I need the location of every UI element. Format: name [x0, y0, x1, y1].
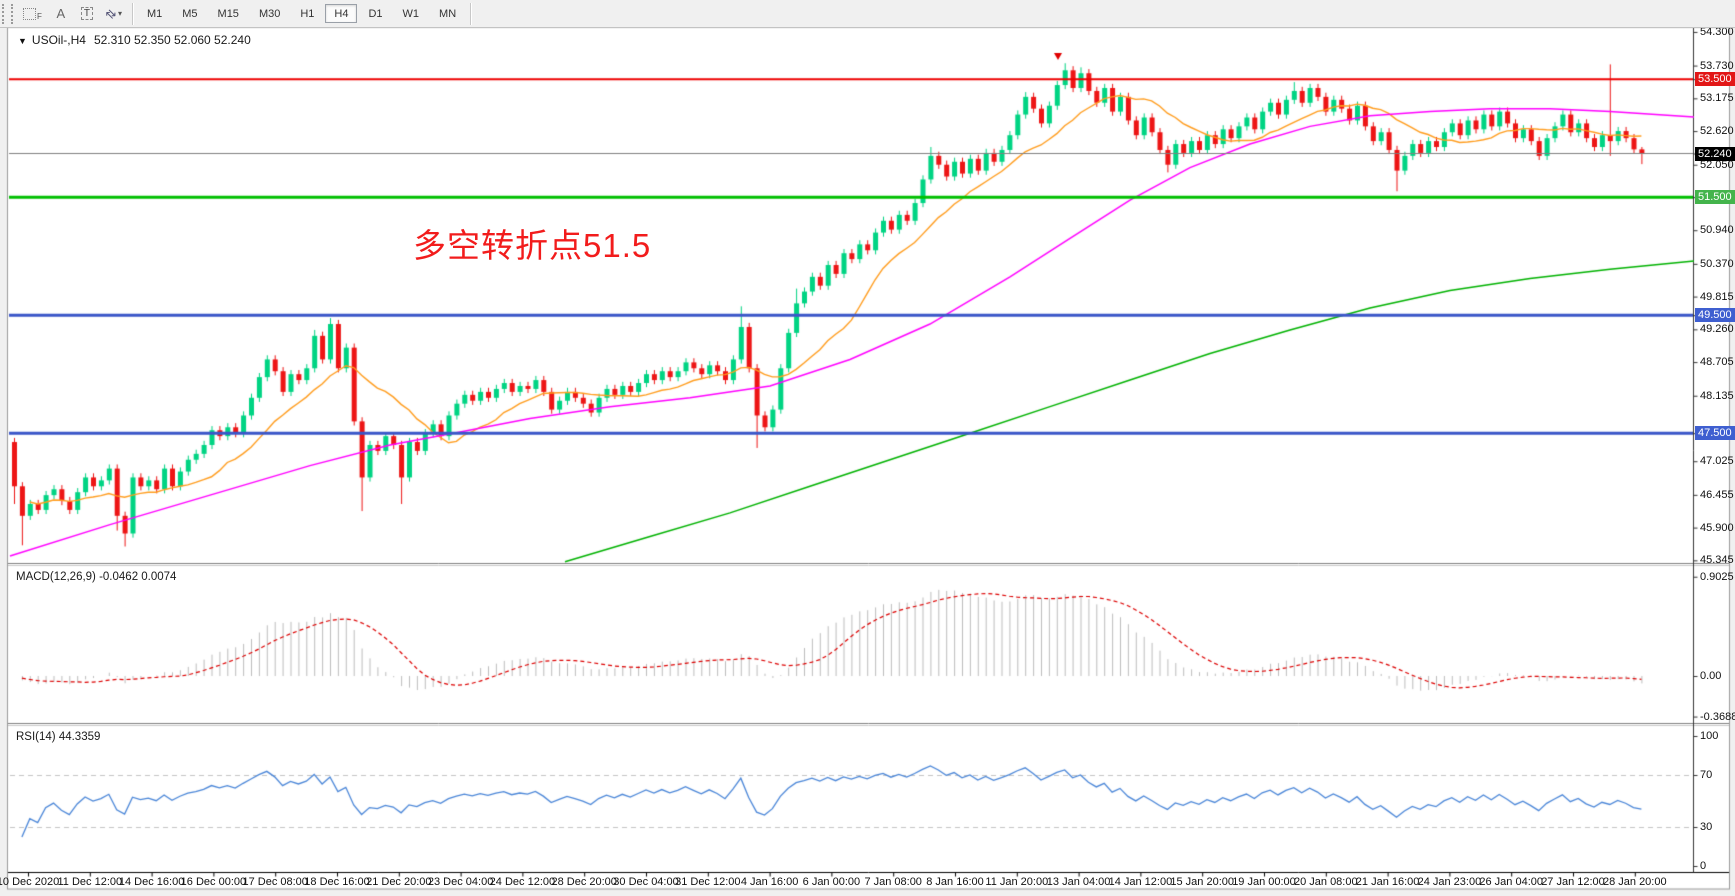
price-axis-tick: 47.025: [1700, 455, 1734, 468]
time-axis-label: 6 Jan 00:00: [802, 876, 861, 888]
price-box-51.500: 51.500: [1695, 190, 1735, 205]
rsi-axis-tick: 30: [1700, 821, 1713, 833]
time-axis-label: 7 Jan 08:00: [864, 876, 922, 888]
timeframe-button-w1[interactable]: W1: [394, 4, 429, 23]
time-axis-label: 21 Dec 20:00: [366, 876, 432, 888]
chart-title: ▼ USOil-,H4 52.310 52.350 52.060 52.240: [18, 33, 251, 47]
price-box-53.500: 53.500: [1695, 72, 1735, 87]
price-axis-tick: 54.300: [1700, 25, 1734, 38]
time-axis-label: 15 Jan 20:00: [1170, 876, 1234, 888]
price-axis-tick: 48.135: [1700, 389, 1734, 402]
grid-icon: [23, 7, 36, 20]
toolbar-drag-handle[interactable]: [2, 3, 13, 24]
price-axis-tick: 48.705: [1700, 356, 1734, 369]
macd-pane-title: MACD(12,26,9) -0.0462 0.0074: [16, 571, 177, 583]
price-axis-tick: 53.175: [1700, 92, 1734, 105]
time-axis-label: 26 Jan 04:00: [1479, 876, 1543, 888]
timeframe-button-m1[interactable]: M1: [138, 4, 171, 23]
rsi-axis-tick: 100: [1700, 730, 1719, 742]
toolbar-separator: [470, 2, 472, 25]
price-axis-tick: 49.260: [1700, 323, 1734, 336]
price-axis-tick: 50.940: [1700, 224, 1734, 237]
price-box-47.500: 47.500: [1695, 426, 1735, 441]
time-axis-label: 8 Jan 16:00: [926, 876, 984, 888]
time-axis-label: 18 Dec 16:00: [304, 876, 370, 888]
text-label-tool-icon[interactable]: T: [75, 3, 99, 24]
price-axis-tick: 50.370: [1700, 257, 1734, 270]
chart-text-annotation: 多空转折点51.5: [413, 227, 652, 264]
toolbar: F A T ⇄ ▾ M1 M5 M15 M30 H1 H4 D1 W1 MN: [0, 0, 1735, 28]
time-axis-label: 23 Dec 04:00: [427, 876, 494, 888]
time-axis-label: 14 Dec 16:00: [118, 876, 185, 888]
time-axis-label: 20 Jan 08:00: [1293, 876, 1358, 888]
time-axis-label: 21 Jan 16:00: [1355, 876, 1420, 888]
time-axis-label: 30 Dec 04:00: [613, 876, 679, 888]
time-axis-label: 14 Jan 12:00: [1108, 876, 1173, 888]
price-axis-tick: 46.455: [1700, 488, 1734, 501]
price-axis-tick: 49.815: [1700, 290, 1734, 303]
price-axis-tick: 45.345: [1700, 554, 1734, 567]
time-axis-label: 28 Dec 20:00: [551, 876, 617, 888]
timeframe-button-h1[interactable]: H1: [291, 4, 323, 23]
timeframe-button-group: M1 M5 M15 M30 H1 H4 D1 W1 MN: [137, 4, 466, 23]
chevron-down-icon: ▾: [117, 9, 122, 18]
time-axis-label: 4 Jan 16:00: [740, 876, 799, 888]
time-axis-label: 10 Dec 2020: [0, 876, 60, 888]
time-axis-label: 13 Jan 04:00: [1046, 876, 1111, 888]
rsi-pane-title: RSI(14) 44.3359: [16, 731, 101, 743]
arrows-tool-icon[interactable]: ⇄ ▾: [101, 3, 127, 24]
timeframe-button-mn[interactable]: MN: [430, 4, 465, 23]
price-box-52.240: 52.240: [1695, 146, 1735, 161]
grid-period-icon[interactable]: F: [18, 3, 47, 24]
time-axis-label: 27 Jan 12:00: [1541, 876, 1605, 888]
grid-f-label: F: [37, 12, 42, 21]
time-axis-label: 24 Dec 12:00: [489, 876, 556, 888]
time-axis-label: 19 Jan 00:00: [1232, 876, 1296, 888]
price-axis-tick: 52.620: [1700, 125, 1734, 138]
time-axis-label: 31 Dec 12:00: [675, 876, 741, 888]
macd-axis-tick: 0.00: [1700, 670, 1722, 682]
timeframe-button-m5[interactable]: M5: [173, 4, 206, 23]
time-axis-label: 16 Dec 00:00: [180, 876, 247, 888]
symbol-timeframe-label: USOil-,H4: [31, 33, 86, 47]
toolbar-separator: [131, 2, 133, 25]
time-axis-label: 17 Dec 08:00: [242, 876, 308, 888]
timeframe-button-d1[interactable]: D1: [359, 4, 391, 23]
macd-axis-tick: 0.9025: [1700, 570, 1734, 583]
timeframe-button-m30[interactable]: M30: [250, 4, 289, 23]
macd-axis-tick: -0.3688: [1700, 710, 1735, 723]
ohlc-values: 52.310 52.350 52.060 52.240: [93, 33, 251, 47]
time-axis-label: 24 Jan 23:00: [1417, 876, 1482, 888]
timeframe-button-h4[interactable]: H4: [325, 4, 358, 23]
price-axis-tick: 45.900: [1700, 521, 1734, 534]
price-axis-tick: 52.050: [1700, 158, 1734, 171]
time-axis-label: 28 Jan 20:00: [1602, 876, 1667, 888]
timeframe-button-m15[interactable]: M15: [209, 4, 248, 23]
symbol-dropdown-icon[interactable]: ▼: [18, 36, 27, 46]
time-axis-label: 11 Dec 12:00: [57, 876, 123, 888]
time-axis-label: 11 Jan 20:00: [985, 876, 1049, 888]
rsi-axis-tick: 0: [1700, 860, 1707, 872]
text-tool-icon[interactable]: A: [49, 3, 73, 24]
rsi-axis-tick: 70: [1700, 769, 1713, 781]
price-axis-tick: 53.730: [1700, 59, 1734, 72]
price-box-49.500: 49.500: [1695, 308, 1735, 323]
